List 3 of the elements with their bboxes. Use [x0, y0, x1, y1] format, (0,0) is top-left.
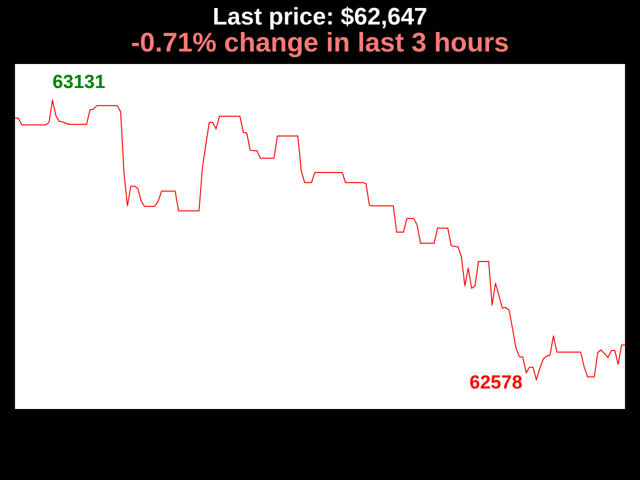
chart-title: Last price: $62,647 [212, 4, 428, 30]
data-label: 62578 [470, 372, 522, 394]
data-label: 63131 [52, 72, 106, 94]
